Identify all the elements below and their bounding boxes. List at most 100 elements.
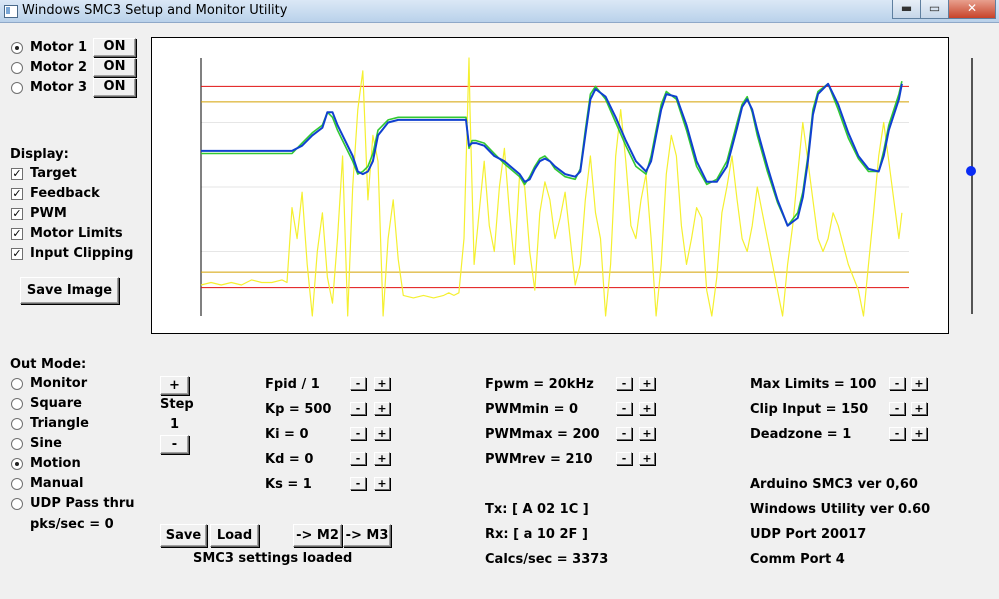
- step-label: Step: [160, 397, 194, 412]
- maximize-button[interactable]: ▭: [920, 0, 949, 19]
- step-plus-button[interactable]: +: [160, 376, 189, 395]
- ks-plus-button[interactable]: +: [374, 477, 390, 490]
- ki-plus-button[interactable]: +: [374, 427, 390, 440]
- sine-radio[interactable]: [11, 438, 23, 450]
- monitor-label: Monitor: [30, 376, 88, 391]
- motor-3-radio[interactable]: [11, 82, 23, 94]
- motor-limits-checkbox[interactable]: ✓: [11, 227, 23, 240]
- motion-label: Motion: [30, 456, 81, 471]
- motor-2-radio[interactable]: [11, 62, 23, 74]
- clip-input-minus-button[interactable]: -: [889, 402, 905, 415]
- sine-label: Sine: [30, 436, 62, 451]
- status-message: SMC3 settings loaded: [193, 551, 353, 566]
- display-heading: Display:: [10, 147, 69, 162]
- slider-track[interactable]: [971, 58, 973, 314]
- monitor-radio[interactable]: [11, 378, 23, 390]
- pwmrev-plus-button[interactable]: +: [639, 452, 655, 465]
- title-bar: Windows SMC3 Setup and Monitor Utility ▬…: [0, 0, 999, 23]
- pwm-series-line: [200, 57, 903, 317]
- copy-to-m2-button[interactable]: -> M2: [293, 524, 342, 547]
- fpwm-minus-button[interactable]: -: [616, 377, 632, 390]
- manual-radio[interactable]: [11, 478, 23, 490]
- input-clipping-checkbox[interactable]: ✓: [11, 247, 23, 260]
- fpwm-plus-button[interactable]: +: [639, 377, 655, 390]
- clip-input-plus-button[interactable]: +: [911, 402, 927, 415]
- kd-value: Kd = 0: [265, 452, 314, 467]
- kd-minus-button[interactable]: -: [350, 452, 366, 465]
- target-checkbox[interactable]: ✓: [11, 167, 23, 180]
- ks-minus-button[interactable]: -: [350, 477, 366, 490]
- motor-1-radio[interactable]: [11, 42, 23, 54]
- close-button[interactable]: ✕: [948, 0, 996, 19]
- motor-3-on-button[interactable]: ON: [93, 78, 136, 97]
- udp-port: UDP Port 20017: [750, 527, 867, 542]
- target-label: Target: [30, 166, 77, 181]
- kp-value: Kp = 500: [265, 402, 332, 417]
- comm-port: Comm Port 4: [750, 552, 845, 567]
- pwm-checkbox[interactable]: ✓: [11, 207, 23, 220]
- motor-chart: [200, 57, 909, 317]
- deadzone-plus-button[interactable]: +: [911, 427, 927, 440]
- pwm-label: PWM: [30, 206, 67, 221]
- triangle-label: Triangle: [30, 416, 89, 431]
- manual-label: Manual: [30, 476, 84, 491]
- tx-status: Tx: [ A 02 1C ]: [485, 502, 589, 517]
- ki-value: Ki = 0: [265, 427, 309, 442]
- out-mode-heading: Out Mode:: [10, 357, 87, 372]
- pwmmax-plus-button[interactable]: +: [639, 427, 655, 440]
- deadzone-value: Deadzone = 1: [750, 427, 852, 442]
- save-image-button[interactable]: Save Image: [20, 277, 119, 304]
- slider-thumb[interactable]: [966, 165, 976, 176]
- motor-limits-label: Motor Limits: [30, 226, 123, 241]
- square-radio[interactable]: [11, 398, 23, 410]
- windows-utility-version: Windows Utility ver 0.60: [750, 502, 931, 517]
- udp-pass-thru-radio[interactable]: [11, 498, 23, 510]
- chart-panel: [151, 37, 949, 334]
- calcs-per-sec: Calcs/sec = 3373: [485, 552, 609, 567]
- target-series-line: [201, 81, 903, 227]
- kd-plus-button[interactable]: +: [374, 452, 390, 465]
- rx-status: Rx: [ a 10 2F ]: [485, 527, 588, 542]
- feedback-series-line: [201, 82, 903, 227]
- motion-radio[interactable]: [11, 458, 23, 470]
- motor-2-label: Motor 2: [30, 60, 87, 75]
- motor-2-on-button[interactable]: ON: [93, 58, 136, 77]
- step-minus-button[interactable]: -: [160, 435, 189, 454]
- feedback-checkbox[interactable]: ✓: [11, 187, 23, 200]
- pwmmax-minus-button[interactable]: -: [616, 427, 632, 440]
- pwmmin-value: PWMmin = 0: [485, 402, 579, 417]
- pwmrev-value: PWMrev = 210: [485, 452, 593, 467]
- motor-1-label: Motor 1: [30, 40, 87, 55]
- deadzone-minus-button[interactable]: -: [889, 427, 905, 440]
- input-clipping-label: Input Clipping: [30, 246, 134, 261]
- fpid-value: Fpid / 1: [265, 377, 320, 392]
- pwmmin-plus-button[interactable]: +: [639, 402, 655, 415]
- fpwm-value: Fpwm = 20kHz: [485, 377, 594, 392]
- max-limits-value: Max Limits = 100: [750, 377, 877, 392]
- kp-minus-button[interactable]: -: [350, 402, 366, 415]
- ks-value: Ks = 1: [265, 477, 312, 492]
- motor-1-on-button[interactable]: ON: [93, 38, 136, 57]
- app-icon: [4, 5, 18, 18]
- window-title: Windows SMC3 Setup and Monitor Utility: [22, 3, 288, 18]
- square-label: Square: [30, 396, 82, 411]
- kp-plus-button[interactable]: +: [374, 402, 390, 415]
- motor-3-label: Motor 3: [30, 80, 87, 95]
- max-limits-minus-button[interactable]: -: [889, 377, 905, 390]
- max-limits-plus-button[interactable]: +: [911, 377, 927, 390]
- fpid-plus-button[interactable]: +: [374, 377, 390, 390]
- ki-minus-button[interactable]: -: [350, 427, 366, 440]
- triangle-radio[interactable]: [11, 418, 23, 430]
- load-button[interactable]: Load: [210, 524, 259, 547]
- clip-input-value: Clip Input = 150: [750, 402, 869, 417]
- feedback-label: Feedback: [30, 186, 100, 201]
- save-button[interactable]: Save: [160, 524, 207, 547]
- step-value: 1: [170, 417, 180, 432]
- pwmmax-value: PWMmax = 200: [485, 427, 600, 442]
- udp-pass-thru-label: UDP Pass thru: [30, 496, 135, 511]
- pwmmin-minus-button[interactable]: -: [616, 402, 632, 415]
- minimize-button[interactable]: ▬: [892, 0, 921, 19]
- pwmrev-minus-button[interactable]: -: [616, 452, 632, 465]
- fpid-minus-button[interactable]: -: [350, 377, 366, 390]
- copy-to-m3-button[interactable]: -> M3: [343, 524, 391, 547]
